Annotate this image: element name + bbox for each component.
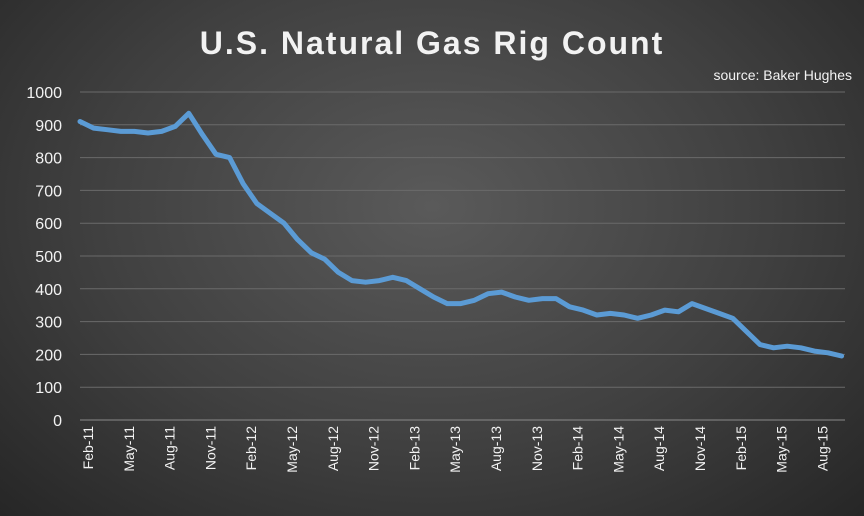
x-tick-label: Aug-14	[651, 426, 667, 471]
x-tick-label: Feb-13	[406, 426, 422, 471]
y-tick-label: 800	[35, 151, 62, 168]
x-tick-label: Aug-12	[325, 426, 341, 471]
y-tick-label: 1000	[26, 85, 62, 102]
y-tick-label: 200	[35, 347, 62, 364]
x-tick-label: May-14	[610, 426, 626, 473]
chart-title: U.S. Natural Gas Rig Count	[200, 25, 664, 61]
x-tick-label: Nov-14	[692, 426, 708, 471]
x-tick-label: Aug-15	[814, 426, 830, 471]
y-tick-label: 100	[35, 380, 62, 397]
y-tick-label: 300	[35, 315, 62, 332]
y-tick-label: 600	[35, 216, 62, 233]
y-tick-label: 0	[53, 413, 62, 430]
x-tick-label: Feb-15	[733, 426, 749, 471]
series-line	[77, 110, 845, 359]
x-tick-label: Aug-13	[488, 426, 504, 471]
x-tick-label: Feb-12	[243, 426, 259, 471]
x-tick-label: May-11	[121, 426, 137, 472]
y-tick-label: 400	[35, 282, 62, 299]
x-tick-label: May-12	[284, 426, 300, 473]
y-tick-label: 900	[35, 118, 62, 135]
y-tick-label: 700	[35, 183, 62, 200]
x-tick-label: Nov-11	[202, 426, 218, 470]
x-tick-label: Aug-11	[162, 426, 178, 470]
source-annotation: source: Baker Hughes	[713, 67, 852, 83]
x-tick-label: Nov-12	[366, 426, 382, 471]
x-tick-label: Nov-13	[529, 426, 545, 471]
x-tick-label: May-15	[774, 426, 790, 473]
x-tick-label: Feb-11	[80, 426, 96, 470]
y-tick-label: 500	[35, 249, 62, 266]
x-tick-label: Feb-14	[570, 426, 586, 471]
x-tick-label: May-13	[447, 426, 463, 473]
